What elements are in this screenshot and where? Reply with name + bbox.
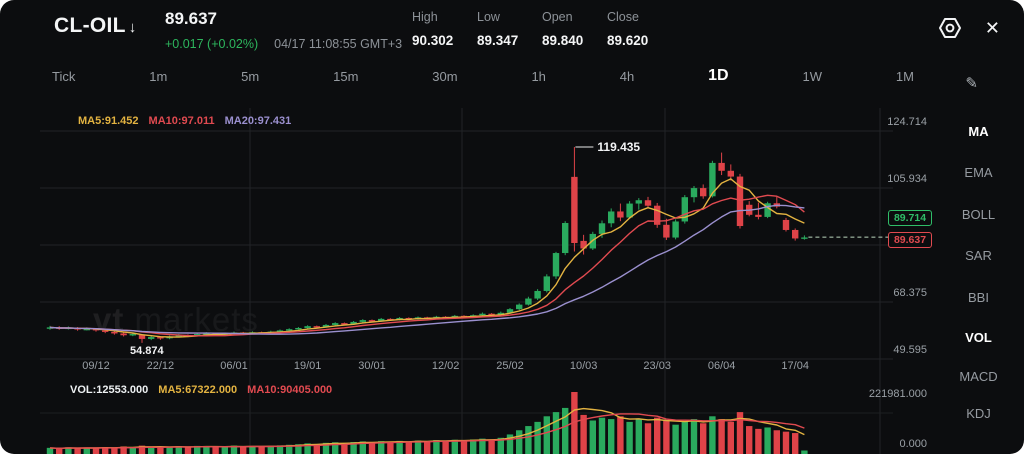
tab-1w[interactable]: 1W (802, 68, 822, 84)
close-icon[interactable]: ✕ (984, 18, 1000, 38)
x-axis-label: 22/12 (146, 360, 175, 372)
ma-legend: MA5:91.452 MA10:97.011 MA20:97.431 (78, 115, 291, 127)
indicator-kdj[interactable]: KDJ (966, 406, 991, 421)
indicator-vol[interactable]: VOL (965, 330, 992, 345)
y-axis-label: 68.375 (893, 286, 927, 299)
edit-pencil-icon[interactable]: ✎ (965, 75, 978, 92)
timeframe-tabs: Tick 1m 5m 15m 30m 1h 4h 1D 1W 1M (52, 62, 914, 90)
indicator-ema[interactable]: EMA (964, 165, 993, 180)
symbol-title: CL-OIL ↓ (54, 14, 137, 37)
x-axis-label: 30/01 (358, 360, 386, 372)
tab-1m[interactable]: 1M (895, 68, 914, 84)
y-axis-label: 49.595 (893, 343, 927, 356)
indicator-ma[interactable]: MA (968, 124, 989, 139)
indicator-bbi[interactable]: BBI (968, 290, 989, 305)
ma-legend-item: MA5:91.452 (78, 115, 139, 127)
tab-1h[interactable]: 1h (531, 68, 546, 84)
stat-close: Close 89.620 (607, 10, 649, 48)
direction-down-arrow: ↓ (128, 19, 137, 36)
ma-legend-item: MA20:97.431 (224, 115, 292, 127)
high-annotation: 119.435 (597, 140, 641, 155)
bid-price-badge: 89.714 (888, 210, 932, 226)
x-axis-label: 12/02 (431, 360, 460, 372)
timestamp: 04/17 11:08:55 GMT+3 (274, 37, 403, 51)
vol-legend-item: MA10:90405.000 (247, 384, 333, 396)
volume-axis-label: 221981.000 (868, 388, 927, 400)
ohlc-stats: High 90.302 Low 89.347 Open 89.840 Close 89.620 (412, 10, 662, 48)
indicator-sar[interactable]: SAR (965, 248, 992, 263)
x-axis-label: 19/01 (293, 360, 322, 372)
low-annotation: 54.874 (130, 344, 164, 357)
x-axis: 09/12 22/12 06/01 19/01 30/01 12/02 25/02 10/03… (0, 360, 930, 376)
settings-gear-icon[interactable] (937, 15, 963, 41)
stat-open: Open 89.840 (542, 10, 584, 48)
tab-tick[interactable]: Tick (52, 68, 76, 84)
x-axis-label: 10/03 (569, 360, 598, 372)
indicator-macd[interactable]: MACD (959, 369, 998, 384)
vol-legend-item: VOL:12553.000 (70, 384, 149, 396)
x-axis-label: 06/04 (707, 360, 736, 372)
x-axis-label: 23/03 (643, 360, 671, 372)
price-change: +0.017 (+0.02%) (165, 37, 259, 51)
volume-legend: VOL:12553.000 MA5:67322.000 MA10:90405.000 (70, 384, 332, 396)
tab-30m[interactable]: 30m (432, 68, 458, 84)
last-price: 89.637 (165, 9, 217, 28)
tab-15m[interactable]: 15m (333, 68, 359, 84)
last-price-badge: 89.637 (888, 232, 932, 248)
tab-1m[interactable]: 1m (149, 68, 168, 84)
tab-4h[interactable]: 4h (619, 68, 635, 84)
indicator-boll[interactable]: BOLL (961, 207, 996, 222)
stat-high: High 90.302 (412, 10, 454, 48)
stat-low: Low 89.347 (477, 10, 519, 48)
x-axis-label: 09/12 (82, 360, 110, 372)
x-axis-label: 06/01 (220, 360, 248, 372)
y-axis-label: 124.714 (887, 116, 927, 128)
volume-axis-label: 0.000 (899, 438, 927, 450)
indicator-panel: MA EMA BOLL SAR BBI VOL MACD KDJ (933, 108, 1024, 454)
x-axis-label: 25/02 (496, 360, 524, 372)
y-axis-label: 105.934 (887, 172, 927, 185)
tab-5m[interactable]: 5m (241, 68, 260, 84)
vol-legend-item: MA5:67322.000 (158, 384, 238, 396)
x-axis-label: 17/04 (781, 360, 809, 372)
tab-1d[interactable]: 1D (708, 67, 729, 84)
ma-legend-item: MA10:97.011 (148, 115, 215, 127)
